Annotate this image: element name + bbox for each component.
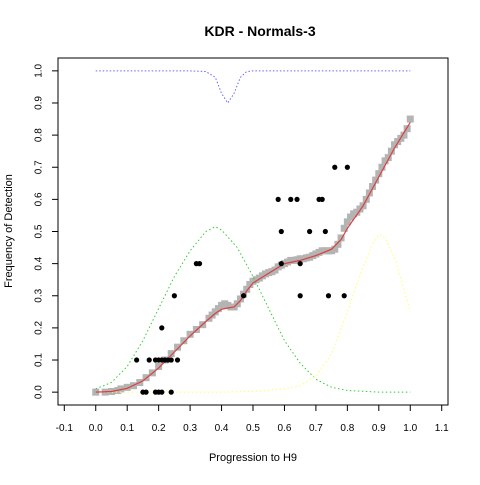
black-point xyxy=(294,196,300,202)
x-tick-label: 0.9 xyxy=(372,423,386,434)
y-tick-label: 0.4 xyxy=(34,256,45,270)
x-tick-label: 0.3 xyxy=(183,423,197,434)
black-point xyxy=(159,325,165,331)
chart-title: KDR - Normals-3 xyxy=(204,23,315,39)
x-tick-label: 1.0 xyxy=(403,423,417,434)
plot-frame xyxy=(57,57,449,406)
y-axis-label: Frequency of Detection xyxy=(3,174,15,288)
y-tick-label: 0.5 xyxy=(34,224,45,238)
gray-point xyxy=(167,350,175,358)
black-point xyxy=(159,389,165,395)
y-tick-label: 1.0 xyxy=(34,63,45,77)
series-layer xyxy=(92,70,414,396)
yellow-curve xyxy=(95,234,411,393)
black-point xyxy=(168,357,174,363)
x-tick-label: -0.1 xyxy=(56,423,74,434)
x-tick-label: 0.7 xyxy=(309,423,323,434)
gray-point xyxy=(186,330,194,338)
y-tick-label: 0.2 xyxy=(34,321,45,335)
black-point xyxy=(325,293,332,299)
y-tick-label: 0.8 xyxy=(34,128,45,142)
black-point xyxy=(134,357,140,363)
gray-point xyxy=(378,163,386,171)
black-point xyxy=(278,261,284,267)
gray-point xyxy=(403,125,411,133)
gray-point xyxy=(375,170,383,178)
fit-line xyxy=(95,121,411,393)
black-point xyxy=(288,196,294,202)
gray-point xyxy=(155,362,163,370)
x-axis: -0.1 0.0 0.1 0.2 0.3 0.4 0.5 0.6 0.7 0.8 0.9 1.0 1.1 xyxy=(56,405,449,434)
black-point xyxy=(307,228,313,235)
y-axis: 0.0 0.1 0.2 0.3 0.4 0.5 0.6 0.7 0.8 0.9 1.0 xyxy=(34,63,58,399)
black-point xyxy=(275,196,281,202)
gray-point xyxy=(117,385,125,393)
x-tick-label: 0.6 xyxy=(277,423,291,434)
gray-point xyxy=(343,218,351,226)
x-tick-label: 0.8 xyxy=(340,423,354,434)
black-point xyxy=(168,389,174,395)
gray-point xyxy=(340,224,348,232)
black-point xyxy=(196,261,203,267)
gray-point xyxy=(369,183,377,191)
gray-point xyxy=(334,240,342,248)
gray-point xyxy=(337,234,345,242)
black-point xyxy=(344,164,350,170)
gray-point xyxy=(400,131,408,139)
black-point xyxy=(341,293,347,299)
black-point xyxy=(143,389,149,395)
gray-point xyxy=(123,383,131,391)
black-point xyxy=(278,228,284,235)
x-tick-label: 0.0 xyxy=(89,423,103,434)
y-tick-label: 0.7 xyxy=(34,160,45,174)
x-tick-label: 0.1 xyxy=(120,423,134,434)
gray-point xyxy=(236,295,244,303)
gray-point xyxy=(174,343,182,351)
black-point xyxy=(332,164,338,170)
y-tick-label: 0.0 xyxy=(34,385,45,399)
blue-curve xyxy=(95,70,411,104)
x-tick-label: 0.2 xyxy=(152,423,166,434)
gray-point xyxy=(384,154,392,162)
x-tick-label: 1.1 xyxy=(435,423,449,434)
y-tick-label: 0.9 xyxy=(34,96,45,110)
x-axis-label: Progression to H9 xyxy=(209,452,297,464)
black-point xyxy=(146,357,152,363)
gray-point xyxy=(243,285,251,293)
green-curve xyxy=(95,226,411,393)
y-tick-label: 0.1 xyxy=(34,353,45,367)
black-point xyxy=(319,196,325,202)
black-point xyxy=(322,228,328,235)
gray-point xyxy=(180,337,188,345)
gray-point xyxy=(372,176,380,184)
gray-point xyxy=(387,147,395,155)
x-tick-label: 0.5 xyxy=(246,423,260,434)
gray-point xyxy=(406,115,414,123)
black-point xyxy=(297,293,303,299)
gray-point xyxy=(365,189,373,197)
y-tick-label: 0.3 xyxy=(34,288,45,302)
black-point xyxy=(171,293,177,299)
black-point xyxy=(240,293,247,299)
black-point xyxy=(174,357,181,363)
x-tick-label: 0.4 xyxy=(215,423,229,434)
gray-point xyxy=(331,245,339,253)
y-tick-label: 0.6 xyxy=(34,192,45,206)
black-point xyxy=(297,261,303,267)
